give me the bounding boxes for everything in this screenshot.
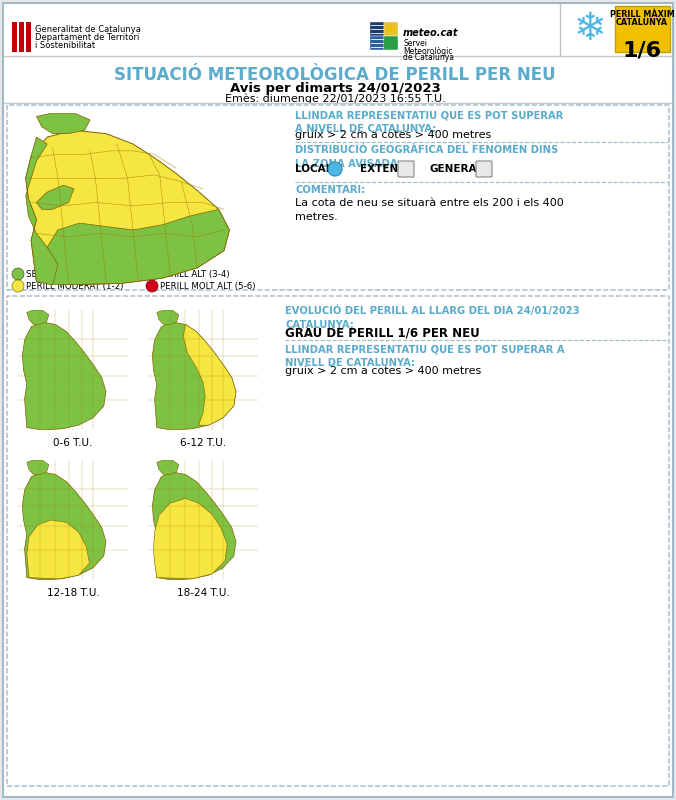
- Text: GENERAL: GENERAL: [430, 164, 484, 174]
- Bar: [615, 6, 670, 52]
- Text: Avis per dimarts 24/01/2023: Avis per dimarts 24/01/2023: [230, 82, 440, 95]
- Text: LOCAL: LOCAL: [295, 164, 332, 174]
- Bar: [370, 22, 384, 36]
- Text: La cota de neu se situarà entre els 200 i els 400
metres.: La cota de neu se situarà entre els 200 …: [295, 198, 564, 222]
- Polygon shape: [26, 130, 229, 285]
- FancyBboxPatch shape: [384, 37, 397, 49]
- Circle shape: [12, 268, 24, 280]
- Text: PERILL ALT (3-4): PERILL ALT (3-4): [160, 270, 230, 278]
- Polygon shape: [37, 113, 90, 134]
- Text: SENSE PERILL (0): SENSE PERILL (0): [26, 270, 101, 278]
- Polygon shape: [153, 498, 227, 579]
- Text: PERILL MODERAT (1-2): PERILL MODERAT (1-2): [26, 282, 124, 290]
- Bar: [370, 36, 384, 50]
- Text: 18-24 T.U.: 18-24 T.U.: [176, 588, 229, 598]
- Bar: [12, 22, 17, 52]
- Circle shape: [12, 280, 24, 292]
- Text: Meteorològic: Meteorològic: [403, 46, 452, 55]
- Polygon shape: [27, 310, 49, 325]
- Text: GRAU DE PERILL 1/6 PER NEU: GRAU DE PERILL 1/6 PER NEU: [285, 326, 480, 339]
- Text: 0-6 T.U.: 0-6 T.U.: [53, 438, 93, 448]
- Bar: [26, 22, 31, 52]
- Text: meteo.cat: meteo.cat: [403, 28, 458, 38]
- Text: Emès: diumenge 22/01/2023 16:55 T.U.: Emès: diumenge 22/01/2023 16:55 T.U.: [224, 94, 445, 105]
- Text: i Sostenibilitat: i Sostenibilitat: [35, 41, 95, 50]
- Polygon shape: [152, 472, 236, 580]
- Bar: [19, 22, 24, 52]
- Text: DISTRIBUCIÓ GEOGRÀFICA DEL FENOMEN DINS
LA ZONA AVISADA:: DISTRIBUCIÓ GEOGRÀFICA DEL FENOMEN DINS …: [295, 145, 558, 169]
- Text: Servei: Servei: [403, 39, 427, 48]
- Text: LLINDAR REPRESENTATIU QUE ES POT SUPERAR A
NIVELL DE CATALUNYA:: LLINDAR REPRESENTATIU QUE ES POT SUPERAR…: [285, 344, 564, 368]
- Text: PERILL MÀXIM: PERILL MÀXIM: [610, 10, 675, 19]
- Polygon shape: [27, 460, 49, 474]
- Bar: [384, 22, 398, 36]
- Text: SITUACIÓ METEOROLÒGICA DE PERILL PER NEU: SITUACIÓ METEOROLÒGICA DE PERILL PER NEU: [114, 66, 556, 84]
- Bar: [384, 36, 398, 50]
- FancyBboxPatch shape: [3, 3, 673, 797]
- Text: COMENTARI:: COMENTARI:: [295, 185, 365, 195]
- Text: Departament de Territori: Departament de Territori: [35, 33, 139, 42]
- Circle shape: [388, 26, 394, 32]
- FancyBboxPatch shape: [7, 296, 669, 786]
- Polygon shape: [22, 322, 106, 430]
- Circle shape: [146, 280, 158, 292]
- Polygon shape: [152, 322, 236, 430]
- Text: EXTENS: EXTENS: [360, 164, 406, 174]
- Polygon shape: [26, 137, 64, 285]
- Text: CATALUNYA: CATALUNYA: [616, 18, 668, 27]
- FancyBboxPatch shape: [476, 161, 492, 177]
- FancyBboxPatch shape: [398, 161, 414, 177]
- Polygon shape: [22, 472, 106, 580]
- Text: 12-18 T.U.: 12-18 T.U.: [47, 588, 99, 598]
- Polygon shape: [47, 210, 229, 285]
- FancyBboxPatch shape: [7, 105, 669, 290]
- Circle shape: [328, 162, 342, 176]
- Polygon shape: [27, 520, 89, 579]
- Text: 1/6: 1/6: [623, 40, 662, 60]
- Text: gruix > 2 cm a cotes > 400 metres: gruix > 2 cm a cotes > 400 metres: [295, 130, 491, 140]
- Text: gruix > 2 cm a cotes > 400 metres: gruix > 2 cm a cotes > 400 metres: [285, 366, 481, 376]
- Text: 6-12 T.U.: 6-12 T.U.: [180, 438, 226, 448]
- Polygon shape: [157, 310, 178, 325]
- Text: ❄: ❄: [574, 10, 606, 48]
- Text: LLINDAR REPRESENTATIU QUE ES POT SUPERAR
A NIVELL DE CATALUNYA:: LLINDAR REPRESENTATIU QUE ES POT SUPERAR…: [295, 110, 563, 134]
- Circle shape: [146, 268, 158, 280]
- Text: EVOLUCIÓ DEL PERILL AL LLARG DEL DIA 24/01/2023
CATALUNYA:: EVOLUCIÓ DEL PERILL AL LLARG DEL DIA 24/…: [285, 305, 579, 330]
- Text: PERILL MOLT ALT (5-6): PERILL MOLT ALT (5-6): [160, 282, 256, 290]
- Polygon shape: [157, 460, 178, 474]
- Polygon shape: [37, 186, 74, 210]
- Text: Generalitat de Catalunya: Generalitat de Catalunya: [35, 25, 141, 34]
- Text: de Catalunya: de Catalunya: [403, 53, 454, 62]
- Polygon shape: [183, 325, 236, 426]
